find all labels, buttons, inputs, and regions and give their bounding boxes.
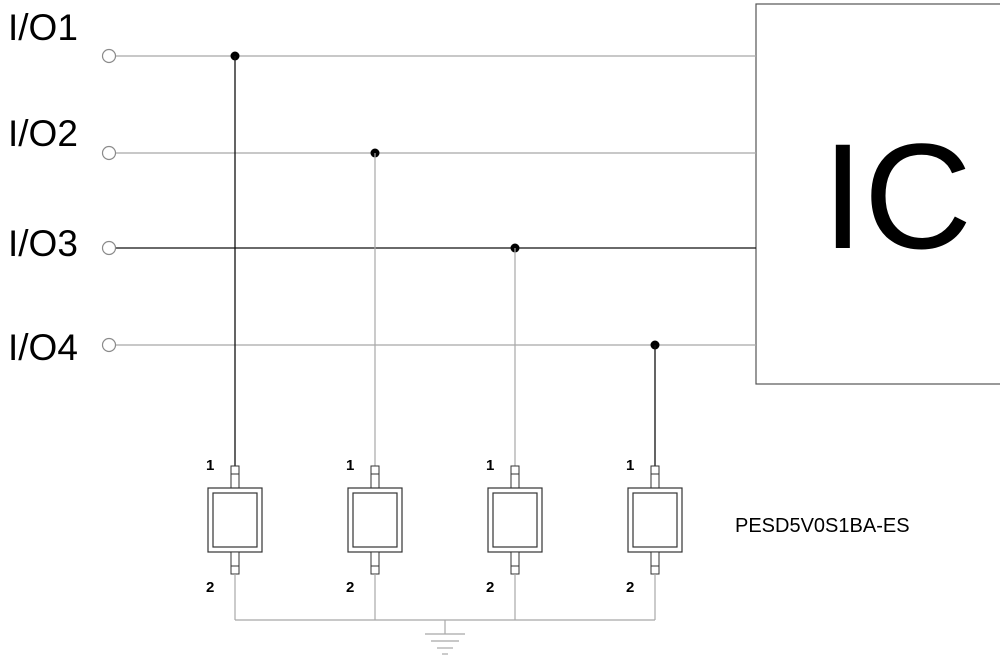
diode-3-lead-top-inner <box>510 473 520 489</box>
ic-label: IC <box>822 112 972 280</box>
diode-1-pin2-label: 2 <box>206 579 214 596</box>
diode-3-lead-bottom-inner <box>510 551 520 567</box>
diode-2-lead-bottom <box>370 565 380 575</box>
io-line-1: I/O1 <box>8 7 756 64</box>
esd-diode-4: 1 2 <box>626 457 683 596</box>
diode-4-package-inner <box>632 492 678 548</box>
esd-diode-2: 1 2 <box>346 457 403 596</box>
diode-4-lead-top <box>650 465 660 475</box>
io-terminal-2 <box>101 145 117 161</box>
io-terminal-4 <box>101 337 117 353</box>
diode-2-lead-top <box>370 465 380 475</box>
esd-diode-1: 1 2 <box>206 457 263 596</box>
diode-4-lead-bottom <box>650 565 660 575</box>
diode-1-package-inner <box>212 492 258 548</box>
part-number-label: PESD5V0S1BA-ES <box>735 515 910 537</box>
diode-2-package-inner <box>352 492 398 548</box>
diode-2-lead-top-inner <box>370 473 380 489</box>
diode-1-lead-top <box>230 465 240 475</box>
diode-1-lead-top-inner <box>230 473 240 489</box>
esd-diode-3: 1 2 <box>486 457 543 596</box>
ground-symbol-icon <box>425 620 465 655</box>
io-label-2: I/O2 <box>8 113 78 154</box>
io-terminal-1 <box>101 48 117 64</box>
diode-1-lead-bottom-inner <box>230 551 240 567</box>
io-line-2: I/O2 <box>8 113 756 161</box>
io-label-4: I/O4 <box>8 327 78 368</box>
diode-1-pin1-label: 1 <box>206 457 214 474</box>
io-label-3: I/O3 <box>8 223 78 264</box>
diode-3-lead-bottom <box>510 565 520 575</box>
diode-2-pin2-label: 2 <box>346 579 354 596</box>
diode-3-package-inner <box>492 492 538 548</box>
io-line-4: I/O4 <box>8 327 756 368</box>
diode-3-pin2-label: 2 <box>486 579 494 596</box>
diode-4-pin2-label: 2 <box>626 579 634 596</box>
io-line-3: I/O3 <box>8 223 756 264</box>
diode-2-lead-bottom-inner <box>370 551 380 567</box>
diode-2-pin1-label: 1 <box>346 457 354 474</box>
diode-4-lead-bottom-inner <box>650 551 660 567</box>
diode-1-lead-bottom <box>230 565 240 575</box>
diode-3-lead-top <box>510 465 520 475</box>
io-terminal-3 <box>101 240 117 256</box>
io-label-1: I/O1 <box>8 7 78 48</box>
diode-3-pin1-label: 1 <box>486 457 494 474</box>
diode-4-pin1-label: 1 <box>626 457 634 474</box>
ic-block <box>755 3 1000 385</box>
diode-4-lead-top-inner <box>650 473 660 489</box>
